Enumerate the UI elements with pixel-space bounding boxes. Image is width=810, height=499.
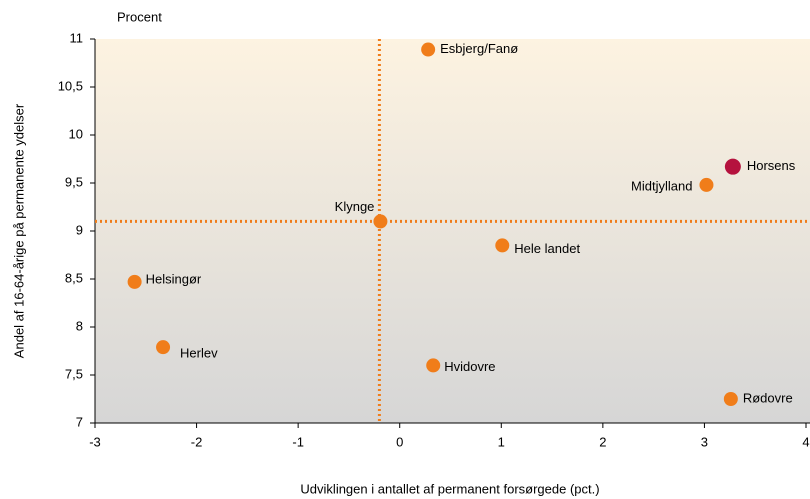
point-label: Helsingør [146,271,202,286]
x-tick-label: 1 [498,434,505,449]
point [426,358,441,373]
x-tick-label: 4 [802,434,809,449]
point [373,214,388,229]
point [724,158,741,175]
x-tick-label: -1 [292,434,304,449]
point-label: Rødovre [743,390,793,405]
point-label: Horsens [747,158,796,173]
y-axis-title: Andel af 16-64-årige på permanente ydels… [11,103,26,358]
y-tick-label: 9,5 [65,174,83,189]
unit-label: Procent [117,9,162,24]
y-tick-label: 10,5 [58,78,83,93]
x-axis-title: Udviklingen i antallet af permanent fors… [300,481,599,496]
x-tick-label: 2 [599,434,606,449]
point-label: Esbjerg/Fanø [440,41,518,56]
x-tick-label: -3 [89,434,101,449]
point-label: Hele landet [514,241,580,256]
y-tick-label: 11 [70,30,84,45]
point-label: Herlev [180,346,218,361]
point [127,274,142,289]
point [699,177,714,192]
point-label: Klynge [335,199,375,214]
plot-area [95,39,810,423]
y-tick-label: 7,5 [65,366,83,381]
point-label: Midtjylland [631,178,692,193]
point-label: Hvidovre [444,359,495,374]
y-tick-label: 10 [69,126,83,141]
point [421,42,436,57]
y-tick-label: 8,5 [65,270,83,285]
y-tick-label: 9 [76,222,83,237]
y-tick-label: 8 [76,318,83,333]
point [723,392,738,406]
point [495,238,510,253]
x-tick-label: 0 [396,434,403,449]
x-tick-label: 3 [701,434,708,449]
x-tick-label: -2 [191,434,203,449]
point [156,340,171,355]
y-tick-label: 7 [76,414,83,429]
